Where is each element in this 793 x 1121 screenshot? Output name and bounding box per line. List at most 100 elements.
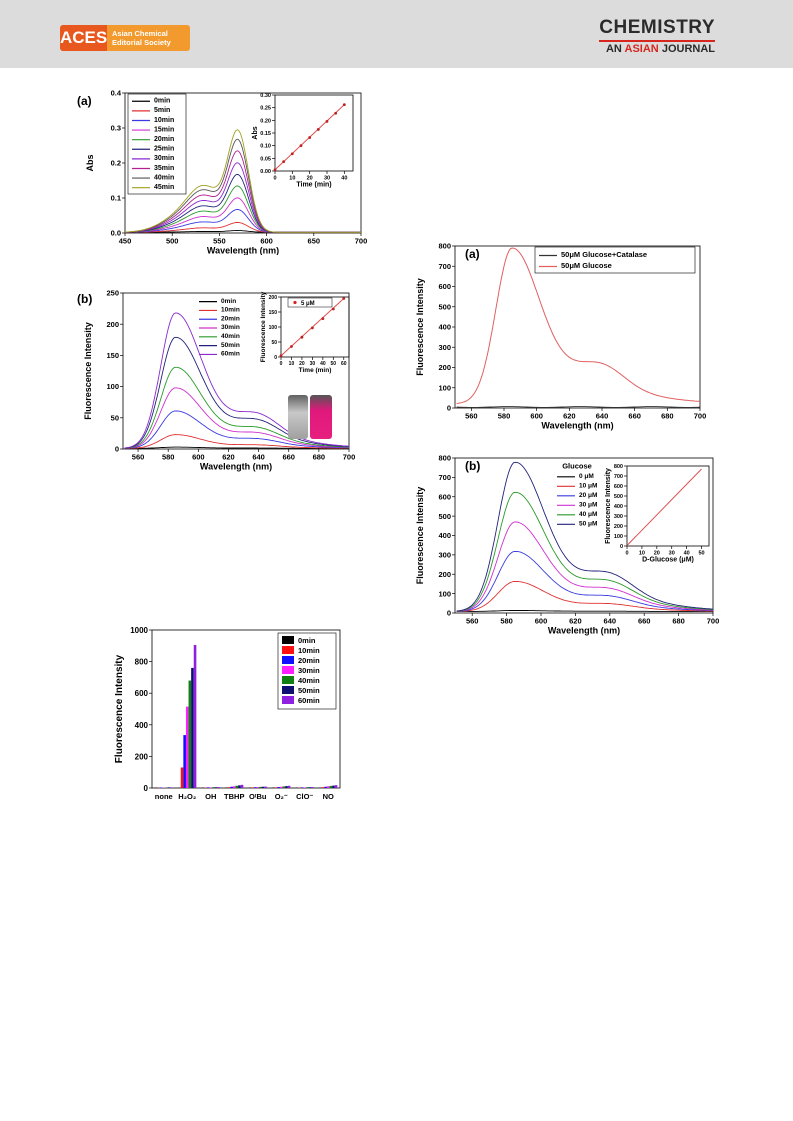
vial-pink [310,395,332,439]
y-tick-label: 100 [438,589,451,598]
x-tick-label: 640 [252,453,265,462]
x-tick-label: 20 [307,176,313,182]
legend-label: 50μM Glucose+Catalase [561,250,647,259]
y-tick-label: 400 [614,504,623,510]
inset-legend-marker [293,300,297,305]
legend-title: Glucose [562,462,592,471]
x-category-label: ClO⁻ [296,792,313,801]
legend-label: 30min [154,155,174,162]
panel-label: (b) [465,459,480,473]
inset-legend-label: 5 μM [301,301,315,307]
y-tick-label: 600 [438,492,451,501]
x-tick-label: 20 [654,551,660,557]
y-tick-label: 0.3 [111,124,121,133]
x-tick-label: 620 [569,617,582,626]
bar-20min [253,787,257,788]
x-tick-label: 10 [289,176,295,182]
journal-title-line1: CHEMISTRY [599,17,715,38]
bar-20min [183,735,186,788]
y-axis-label: Abs [252,126,259,139]
inset-data-point [273,168,277,172]
legend-label: 50min [298,686,320,695]
inset-data-point [310,326,314,330]
legend-label: 40min [154,174,174,181]
legend-label: 15min [154,126,174,133]
bar-50min [285,786,288,788]
y-tick-label: 400 [438,323,451,332]
bar-50min [261,786,265,788]
legend-label: 20min [298,656,320,665]
plot-frame [626,465,710,547]
y-tick-label: 100 [106,382,119,391]
legend-label: 10 μM [579,483,597,490]
x-tick-label: 40 [320,361,326,367]
x-category-label: H₂O₂ [178,792,196,801]
legend-label: 40min [221,333,240,340]
x-category-label: NO [323,792,334,801]
journal-title-line2: AN ASIAN JOURNAL [599,43,715,55]
legend-label: 0min [298,636,316,645]
inset-data-point [331,307,335,311]
legend-box [127,93,187,195]
y-tick-label: 0.15 [260,131,271,137]
inset-fit-line [626,468,702,546]
bar-60min [170,787,173,788]
legend-label: 20min [154,136,174,143]
journal-line2-suffix: JOURNAL [658,43,715,55]
y-tick-label: 0 [274,355,277,361]
y-axis-label: Fluorescence Intensity [260,291,267,362]
y-tick-label: 0.10 [260,144,271,150]
y-tick-label: 500 [438,512,451,521]
legend-swatch [282,656,294,664]
y-tick-label: 400 [135,721,149,730]
x-tick-label: 30 [310,361,316,367]
spectrum-line-50min [124,336,350,449]
legend-swatch [282,646,294,654]
figure-3-selectivity-bar-chart: 0 200 400 600 800 1000 Fluorescence Intensity n… [114,626,341,801]
bar-60min [287,785,291,788]
y-tick-label: 100 [269,325,278,331]
x-category-label: none [155,792,173,801]
legend-swatch [282,676,294,684]
bar-10min [274,787,278,788]
bar-10min [251,787,254,788]
bar-60min [334,785,338,788]
y-tick-label: 200 [438,363,451,372]
y-tick-label: 0.20 [260,118,271,124]
x-tick-label: 40 [684,551,690,557]
bar-50min [214,787,218,788]
x-category-label: O₂⁻ [275,792,288,801]
y-tick-label: 150 [269,310,278,316]
bar-50min [332,785,335,788]
y-tick-label: 200 [438,570,451,579]
panel-label: (a) [465,247,480,261]
y-tick-label: 500 [614,494,623,500]
bar-40min [212,787,215,788]
x-tick-label: 550 [213,237,226,246]
legend-label: 40min [298,676,320,685]
y-tick-label: 800 [135,658,149,667]
bar-40min [188,680,192,788]
spectrum-line-45min [125,129,361,233]
legend-swatch [282,686,294,694]
inset-data-point [282,160,286,164]
y-tick-label: 200 [106,320,119,329]
x-tick-label: 30 [324,176,330,182]
spectrum-line-40min [124,366,350,449]
aces-logo-subtitle: Asian Chemical Editorial Society [107,25,190,51]
spectrum-line-30min [124,387,349,449]
y-tick-label: 500 [438,302,451,311]
x-tick-label: 660 [638,617,651,626]
x-tick-label: 560 [465,412,478,421]
y-tick-label: 150 [106,351,119,360]
x-category-label: OᵗBu [249,792,267,801]
x-tick-label: 600 [260,237,273,246]
journal-title: CHEMISTRY AN ASIAN JOURNAL [599,17,715,55]
aces-logo-sub-line1: Asian Chemical [112,29,168,38]
y-tick-label: 0 [620,544,623,550]
aces-logo: ACES Asian Chemical Editorial Society [60,25,190,51]
legend-box [534,246,696,274]
x-tick-label: 50 [698,551,704,557]
y-tick-label: 300 [438,551,451,560]
x-tick-label: 0 [625,551,628,557]
